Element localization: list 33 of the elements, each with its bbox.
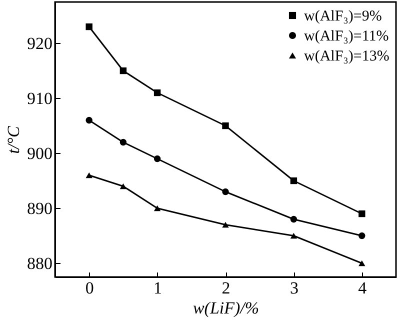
x-tick-label: 2 (222, 278, 230, 298)
legend-label: w(AlF₃)=9% (304, 8, 382, 24)
x-tick-label: 3 (290, 278, 298, 298)
y-axis-title: t/°C (4, 126, 23, 154)
x-tick-label: 0 (85, 278, 94, 298)
point (154, 155, 161, 162)
point (154, 205, 161, 212)
point (290, 216, 298, 223)
point (120, 138, 127, 146)
point (120, 183, 127, 190)
point (358, 232, 366, 240)
y-tick-label: 920 (27, 34, 52, 53)
point (358, 260, 366, 266)
point (358, 210, 366, 218)
legend-label: w(AlF₃)=13% (304, 48, 390, 64)
y-tick-label: 890 (27, 198, 52, 218)
point (222, 222, 229, 228)
point (120, 67, 127, 74)
legend-label: w(AlF₃)=11% (304, 28, 389, 44)
point (86, 172, 92, 178)
x-tick-label: 1 (154, 278, 162, 298)
point (154, 89, 161, 96)
point (290, 177, 298, 184)
point (290, 232, 298, 239)
x-tick-label: 4 (358, 278, 368, 298)
x-axis-title: w(LiF)/% (192, 298, 260, 318)
point (222, 188, 229, 196)
point (222, 122, 229, 130)
point (86, 23, 92, 30)
point (86, 116, 92, 124)
y-tick-label: 900 (27, 144, 52, 163)
y-tick-label: 910 (27, 88, 52, 108)
y-tick-label: 880 (27, 254, 52, 273)
